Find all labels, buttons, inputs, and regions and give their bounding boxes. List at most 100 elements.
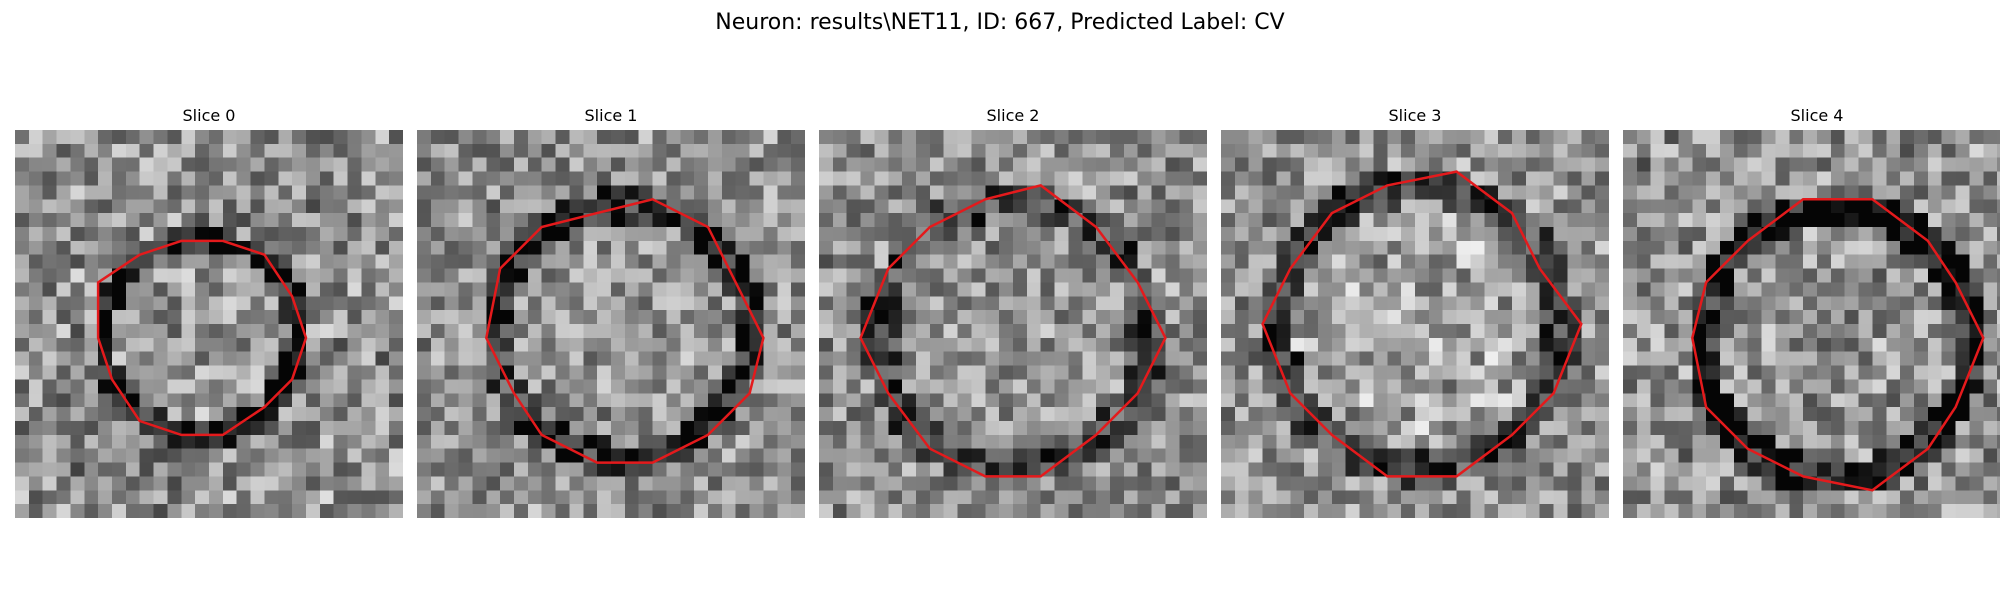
image-pixel xyxy=(569,171,584,187)
image-pixel xyxy=(430,504,446,518)
image-pixel xyxy=(1733,490,1749,505)
image-pixel xyxy=(721,379,737,394)
image-pixel xyxy=(874,171,889,187)
image-pixel xyxy=(1512,310,1527,325)
image-pixel xyxy=(56,351,72,367)
image-pixel xyxy=(819,296,834,311)
image-pixel xyxy=(1512,199,1527,214)
image-pixel xyxy=(1969,365,1984,381)
image-pixel xyxy=(1664,268,1680,284)
image-pixel xyxy=(1775,337,1790,353)
image-pixel xyxy=(832,199,848,214)
image-pixel xyxy=(971,268,986,284)
image-pixel xyxy=(125,130,141,145)
image-pixel xyxy=(1415,476,1430,491)
image-pixel xyxy=(694,310,709,325)
image-pixel xyxy=(1858,130,1874,145)
image-pixel xyxy=(1512,462,1527,478)
image-pixel xyxy=(347,185,363,200)
image-pixel xyxy=(347,504,363,518)
image-pixel xyxy=(1539,476,1555,491)
image-pixel xyxy=(1983,365,1998,381)
image-pixel xyxy=(250,157,266,173)
image-pixel xyxy=(1844,185,1860,200)
image-pixel xyxy=(1650,365,1666,381)
image-pixel xyxy=(1179,407,1194,422)
image-pixel xyxy=(1983,171,1998,187)
image-pixel xyxy=(1747,379,1763,394)
image-pixel xyxy=(1221,337,1236,353)
image-pixel xyxy=(1664,476,1680,491)
image-pixel xyxy=(458,310,474,325)
image-pixel xyxy=(500,296,515,311)
image-pixel xyxy=(1761,296,1777,311)
image-pixel xyxy=(1927,143,1943,159)
image-pixel xyxy=(1026,143,1042,159)
image-pixel xyxy=(195,310,210,325)
image-pixel xyxy=(458,199,474,214)
image-pixel xyxy=(1304,282,1319,297)
image-pixel xyxy=(1553,185,1569,200)
image-pixel xyxy=(888,421,903,436)
image-pixel xyxy=(1567,490,1582,505)
image-pixel xyxy=(999,282,1014,297)
image-pixel xyxy=(112,490,127,505)
image-pixel xyxy=(1484,379,1499,394)
image-pixel xyxy=(181,379,196,394)
image-pixel xyxy=(28,393,44,408)
image-pixel xyxy=(1013,351,1028,367)
image-pixel xyxy=(1096,296,1111,311)
image-pixel xyxy=(1817,310,1832,325)
image-pixel xyxy=(1969,171,1984,187)
image-pixel xyxy=(84,143,99,159)
image-pixel xyxy=(1720,199,1735,214)
image-pixel xyxy=(555,393,571,408)
image-pixel xyxy=(1830,240,1846,256)
image-pixel xyxy=(1179,490,1194,505)
image-pixel xyxy=(1040,199,1056,214)
image-pixel xyxy=(1650,268,1666,284)
image-pixel xyxy=(888,268,903,284)
image-pixel xyxy=(1927,227,1943,242)
image-pixel xyxy=(1664,282,1680,297)
image-pixel xyxy=(84,448,99,464)
image-pixel xyxy=(15,185,30,200)
image-pixel xyxy=(389,227,403,242)
image-pixel xyxy=(389,185,403,200)
image-pixel xyxy=(1595,296,1609,311)
image-pixel xyxy=(167,490,182,505)
image-pixel xyxy=(708,365,723,381)
image-pixel xyxy=(181,393,196,408)
image-pixel xyxy=(98,282,113,297)
image-pixel xyxy=(1262,490,1278,505)
image-pixel xyxy=(264,310,279,325)
image-pixel xyxy=(929,268,945,284)
image-pixel xyxy=(1456,407,1472,422)
image-pixel xyxy=(1387,199,1402,214)
image-pixel xyxy=(1456,434,1472,450)
image-pixel xyxy=(943,240,959,256)
image-pixel xyxy=(430,476,446,491)
image-pixel xyxy=(181,351,196,367)
image-pixel xyxy=(1165,227,1180,242)
image-pixel xyxy=(1165,213,1180,228)
image-pixel xyxy=(1234,310,1250,325)
image-pixel xyxy=(1747,130,1763,145)
image-pixel xyxy=(319,379,335,394)
image-pixel xyxy=(1484,337,1499,353)
image-pixel xyxy=(125,143,141,159)
image-pixel xyxy=(985,365,1000,381)
image-pixel xyxy=(874,365,889,381)
image-pixel xyxy=(1151,282,1167,297)
image-pixel xyxy=(319,240,335,256)
image-pixel xyxy=(444,476,460,491)
image-pixel xyxy=(1886,421,1901,436)
image-pixel xyxy=(985,393,1000,408)
image-pixel xyxy=(1026,282,1042,297)
image-pixel xyxy=(1553,434,1569,450)
image-pixel xyxy=(597,296,612,311)
image-pixel xyxy=(819,393,834,408)
image-pixel xyxy=(846,296,862,311)
image-pixel xyxy=(791,310,805,325)
image-pixel xyxy=(1664,490,1680,505)
